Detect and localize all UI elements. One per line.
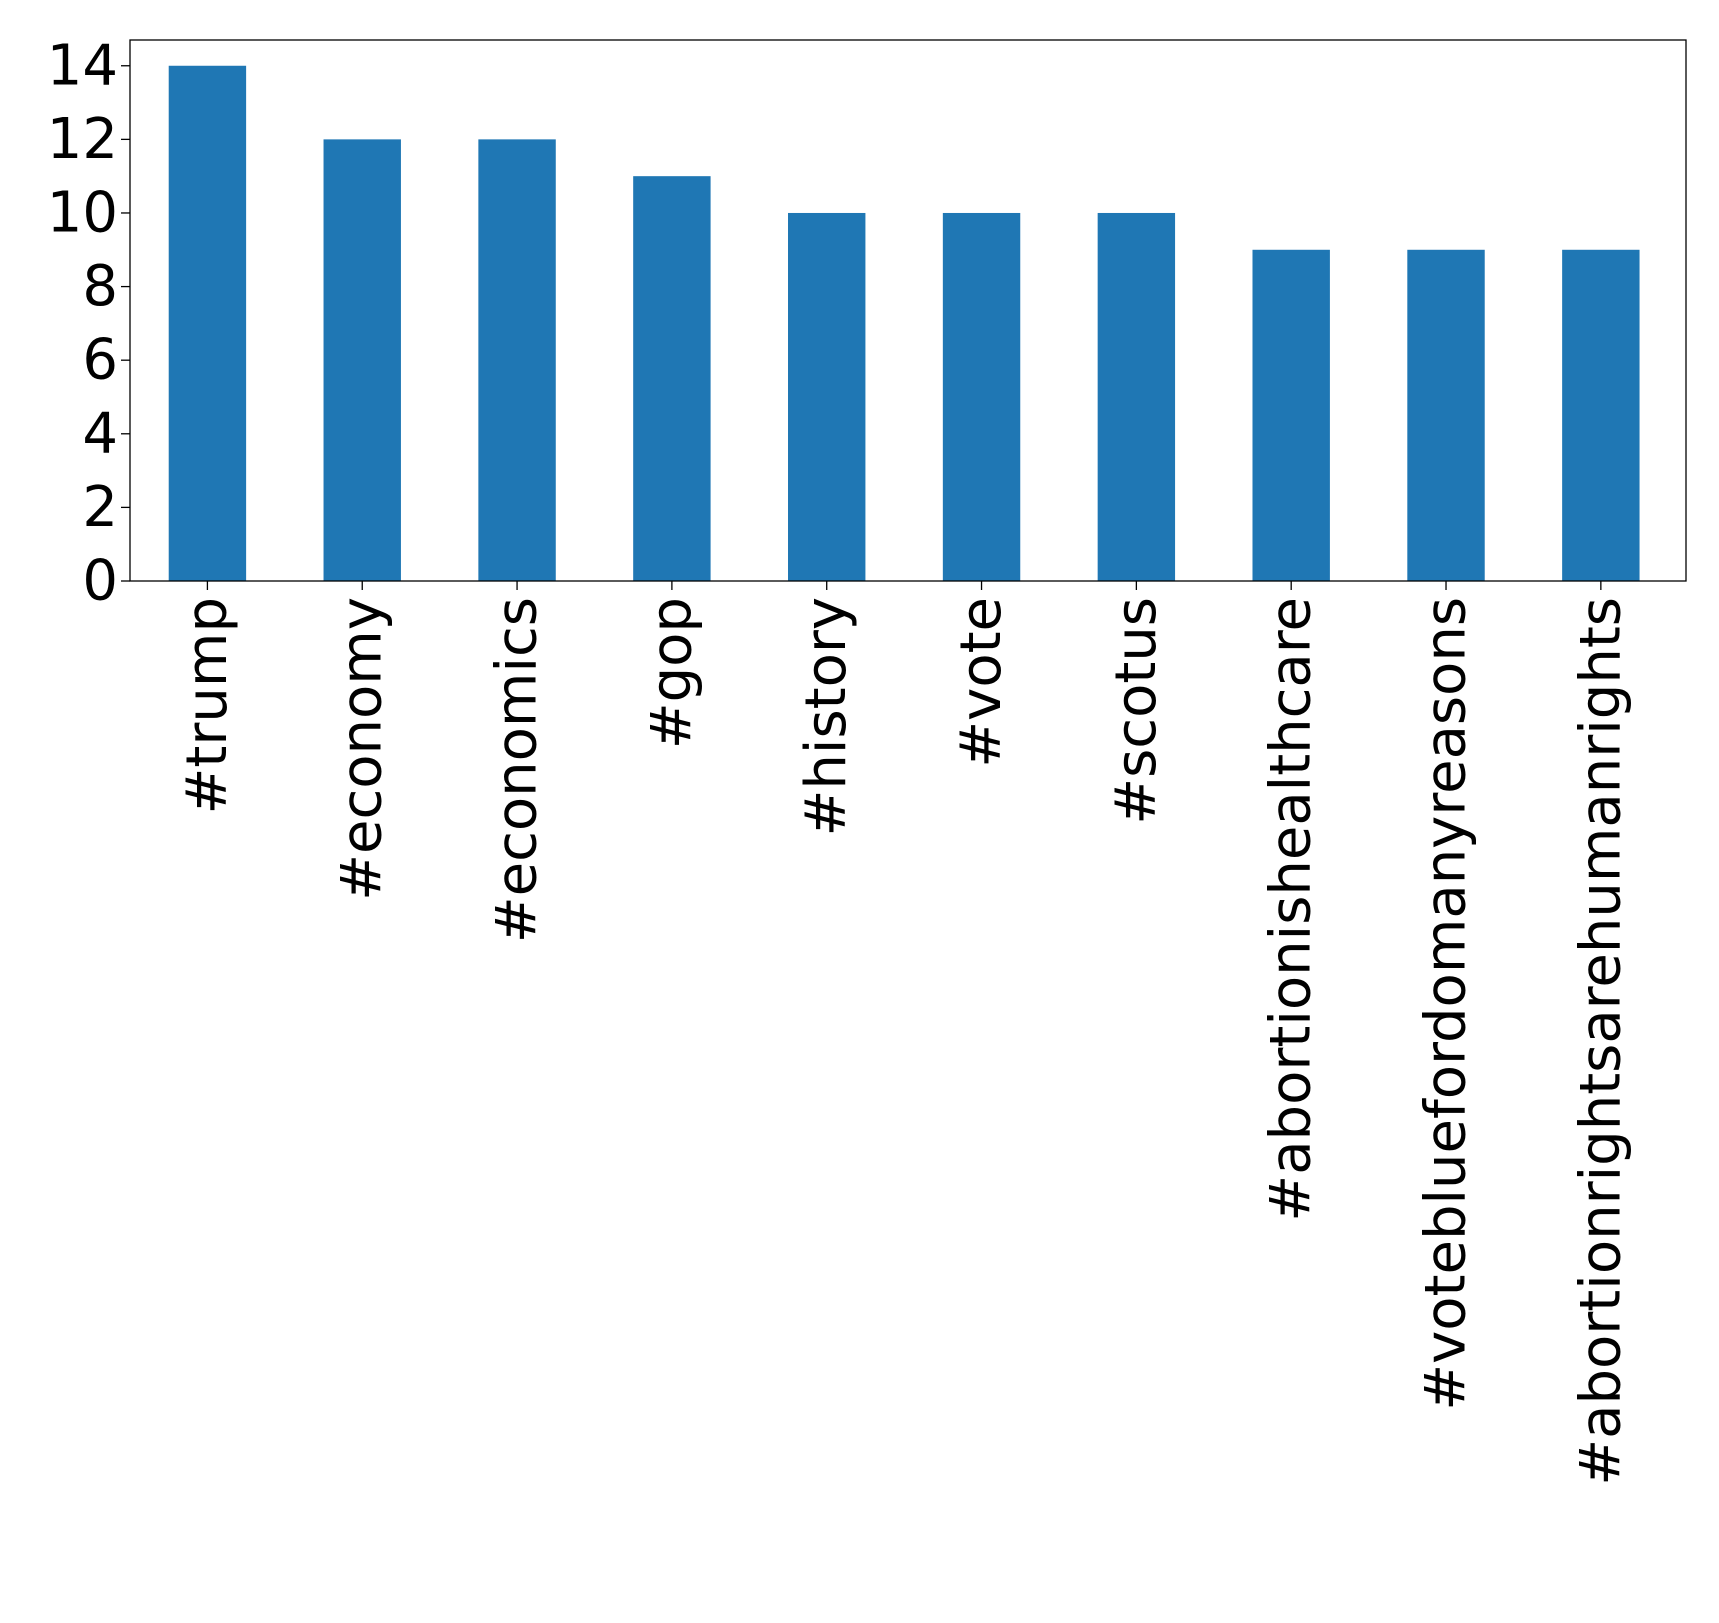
y-axis: 0 2 4 6 8 10 12 14 [47, 33, 130, 614]
bar-5 [942, 212, 1021, 581]
x-tick-label-8: #votebluefordomanyreasons [1414, 597, 1479, 1411]
bar-4 [788, 212, 866, 581]
y-tick-label-0: 0 [82, 549, 118, 614]
bar-2 [478, 139, 556, 581]
x-tick-label-3: #gop [639, 597, 704, 749]
y-tick-label-6: 12 [47, 107, 118, 172]
x-axis: #trump #economy #economics #gop #history #vot… [175, 581, 1633, 1486]
bar-1 [323, 139, 401, 581]
y-tick-label-7: 14 [47, 33, 118, 98]
x-tick-label-9: #abortionrightsarehumanrights [1568, 597, 1633, 1486]
y-tick-label-3: 6 [82, 328, 118, 393]
x-tick-label-1: #economy [330, 597, 395, 901]
y-tick-label-5: 10 [47, 180, 118, 245]
bar-0 [168, 65, 247, 581]
bars-layer [168, 65, 1640, 582]
y-tick-label-4: 8 [82, 254, 118, 319]
x-tick-label-6: #scotus [1104, 597, 1169, 825]
x-tick-label-7: #abortionishealthcare [1259, 597, 1324, 1222]
x-tick-label-0: #trump [175, 597, 240, 815]
y-tick-label-1: 2 [82, 475, 118, 540]
x-tick-label-4: #history [794, 597, 859, 837]
x-tick-label-5: #vote [949, 597, 1014, 768]
bar-6 [1097, 212, 1176, 581]
bar-7 [1252, 249, 1330, 581]
y-tick-label-2: 4 [82, 401, 118, 466]
axes-frame [129, 39, 1687, 582]
bar-8 [1407, 249, 1485, 581]
bar-9 [1562, 249, 1640, 581]
x-tick-label-2: #economics [485, 597, 550, 943]
bar-3 [633, 176, 711, 582]
